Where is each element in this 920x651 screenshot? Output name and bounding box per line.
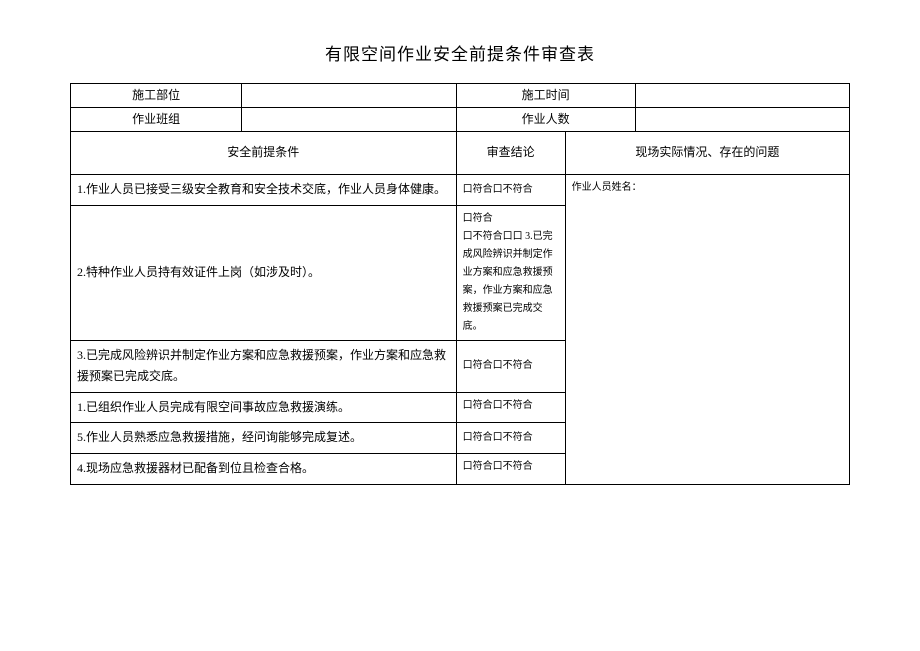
- value-construction-part[interactable]: [242, 84, 456, 108]
- label-construction-part: 施工部位: [71, 84, 242, 108]
- label-construction-time: 施工时间: [456, 84, 635, 108]
- checklist-table: 施工部位 施工时间 作业班组 作业人数 安全前提条件 审查结论 现场实际情况、存…: [70, 83, 850, 485]
- conclusion-cell[interactable]: 口符合口不符合: [456, 174, 565, 205]
- col-header-conclusion: 审查结论: [456, 132, 565, 175]
- condition-cell: 2.特种作业人员持有效证件上岗（如涉及时）。: [71, 205, 457, 340]
- col-header-condition: 安全前提条件: [71, 132, 457, 175]
- conclusion-cell[interactable]: 口符合 口不符合口口 3.已完成风险辨识并制定作业方案和应急救援预案，作业方案和…: [456, 205, 565, 340]
- value-construction-time[interactable]: [635, 84, 849, 108]
- col-header-remark: 现场实际情况、存在的问题: [565, 132, 849, 175]
- conclusion-cell[interactable]: 口符合口不符合: [456, 340, 565, 392]
- document-title: 有限空间作业安全前提条件审查表: [70, 40, 850, 65]
- value-worker-count[interactable]: [635, 108, 849, 132]
- header-row-2: 作业班组 作业人数: [71, 108, 850, 132]
- conclusion-cell[interactable]: 口符合口不符合: [456, 423, 565, 454]
- label-work-team: 作业班组: [71, 108, 242, 132]
- condition-cell: 1.已组织作业人员完成有限空间事故应急救援演练。: [71, 392, 457, 423]
- condition-cell: 5.作业人员熟悉应急救援措施，经问询能够完成复述。: [71, 423, 457, 454]
- header-row-1: 施工部位 施工时间: [71, 84, 850, 108]
- conclusion-cell[interactable]: 口符合口不符合: [456, 392, 565, 423]
- label-worker-count: 作业人数: [456, 108, 635, 132]
- conclusion-cell[interactable]: 口符合口不符合: [456, 453, 565, 484]
- condition-cell: 4.现场应急救援器材已配备到位且检查合格。: [71, 453, 457, 484]
- table-row: 1.作业人员已接受三级安全教育和安全技术交底，作业人员身体健康。 口符合口不符合…: [71, 174, 850, 205]
- remark-cell[interactable]: 作业人员姓名：: [565, 174, 849, 484]
- column-headers: 安全前提条件 审查结论 现场实际情况、存在的问题: [71, 132, 850, 175]
- condition-cell: 1.作业人员已接受三级安全教育和安全技术交底，作业人员身体健康。: [71, 174, 457, 205]
- condition-cell: 3.已完成风险辨识并制定作业方案和应急救援预案，作业方案和应急救援预案已完成交底…: [71, 340, 457, 392]
- value-work-team[interactable]: [242, 108, 456, 132]
